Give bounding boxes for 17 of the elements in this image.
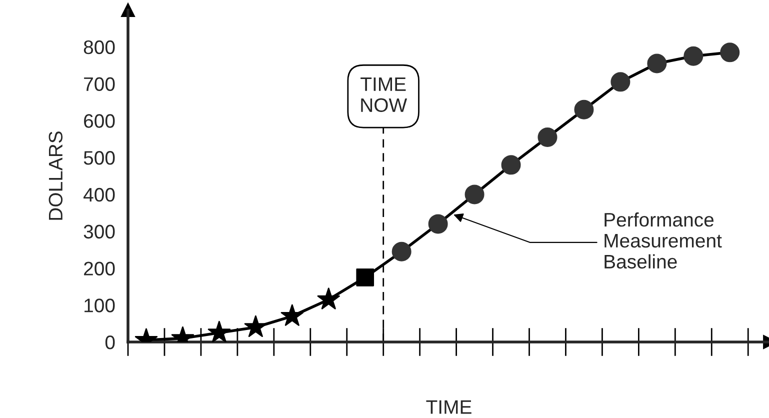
y-tick-label: 400	[84, 188, 115, 202]
annotation: TIME NOW	[360, 78, 408, 112]
y-tick-label: 0	[105, 335, 115, 350]
y-tick-label: 100	[84, 298, 115, 312]
point	[317, 288, 340, 310]
y-tick-label: 300	[84, 224, 115, 239]
x-axis-title: TIME	[426, 400, 472, 414]
point	[208, 320, 231, 342]
y-tick-label: 200	[84, 262, 115, 276]
y-axis-title: DOLLARS	[48, 132, 63, 220]
annotation: Performance Measurement Baseline	[604, 212, 722, 269]
y-tick-label: 700	[84, 77, 115, 92]
point	[356, 268, 374, 286]
point	[280, 304, 304, 326]
y-tick-label: 600	[84, 114, 115, 128]
y-tick-label: 500	[84, 151, 115, 165]
y-tick-label: 800	[84, 40, 115, 54]
